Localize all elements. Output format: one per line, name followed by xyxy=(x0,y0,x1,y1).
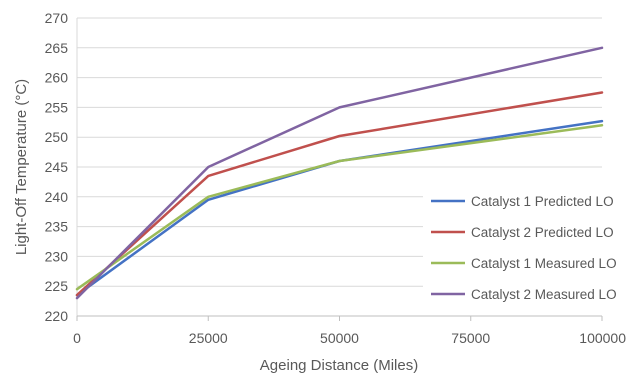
y-tick-label: 235 xyxy=(45,219,69,235)
y-tick-label: 220 xyxy=(45,308,69,324)
y-tick-label: 255 xyxy=(45,99,69,115)
series-line-catalyst-2-measured-lo xyxy=(75,46,604,300)
legend-label-catalyst-2-predicted-lo: Catalyst 2 Predicted LO xyxy=(471,225,614,240)
y-axis-title: Light-Off Temperature (°C) xyxy=(13,79,30,255)
x-tick-label: 50000 xyxy=(320,330,359,346)
axes: 220 225 230 235 240 245 250 255 260 265 270 0 25000 5… xyxy=(45,10,627,346)
legend: Catalyst 1 Predicted LO Catalyst 2 Predic… xyxy=(423,185,622,313)
y-tick-label: 260 xyxy=(45,70,69,86)
legend-label-catalyst-1-measured-lo: Catalyst 1 Measured LO xyxy=(471,256,617,271)
y-tick-label: 265 xyxy=(45,40,69,56)
y-tick-label: 245 xyxy=(45,159,69,175)
series-line-catalyst-1-predicted-lo xyxy=(75,119,604,297)
x-tick-label: 75000 xyxy=(451,330,490,346)
legend-label-catalyst-2-measured-lo: Catalyst 2 Measured LO xyxy=(471,287,617,302)
y-tick-label: 225 xyxy=(45,278,69,294)
y-tick-label: 240 xyxy=(45,189,69,205)
y-tick-label: 230 xyxy=(45,248,69,264)
y-tick-label: 250 xyxy=(45,129,69,145)
x-tick-label: 0 xyxy=(73,330,81,346)
series-lines xyxy=(75,46,604,300)
series-line-catalyst-1-measured-lo xyxy=(75,124,604,291)
y-tick-label: 270 xyxy=(45,10,69,26)
x-axis-title: Ageing Distance (Miles) xyxy=(260,357,418,374)
x-tick-label: 25000 xyxy=(189,330,228,346)
x-tick-label: 100000 xyxy=(579,330,626,346)
legend-label-catalyst-1-predicted-lo: Catalyst 1 Predicted LO xyxy=(471,194,614,209)
legend-background xyxy=(423,185,622,313)
series-line-catalyst-2-predicted-lo xyxy=(75,91,604,297)
